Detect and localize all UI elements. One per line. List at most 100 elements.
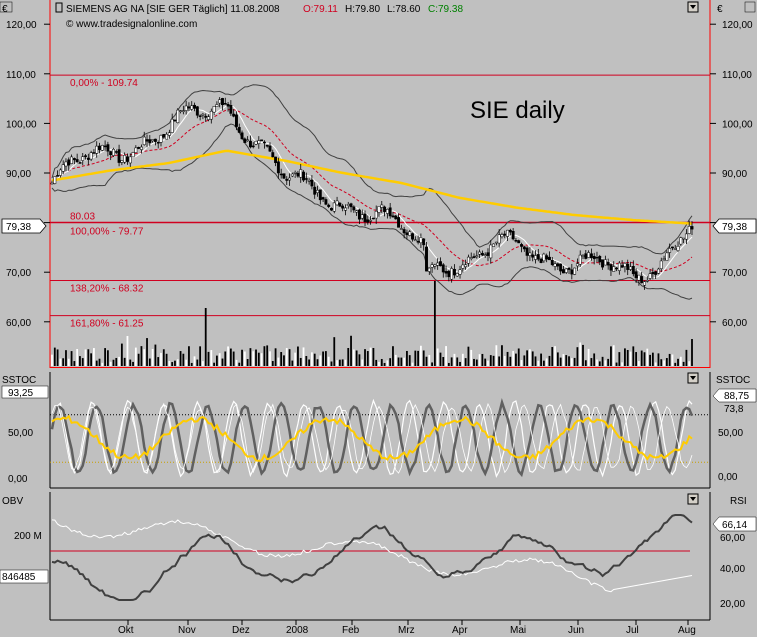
candle-body: [548, 256, 551, 261]
last-price-left: 79,38: [6, 222, 31, 233]
volume-bar: [414, 350, 417, 366]
obv-line: [51, 514, 693, 601]
candle-body: [313, 186, 317, 195]
volume-bar: [529, 349, 531, 366]
close-value: C:79.38: [428, 4, 463, 15]
x-axis: Okt Nov Dez 2008 Feb Mrz Apr Mai Jun Jul Aug: [118, 620, 696, 636]
candle-body: [494, 241, 498, 244]
volume-bar: [81, 358, 84, 366]
candle-body: [201, 113, 205, 116]
candle-body: [139, 146, 143, 150]
candle-body: [352, 206, 356, 211]
candle-body: [282, 173, 286, 179]
volume-bar: [193, 356, 196, 366]
candle-body: [374, 211, 378, 219]
price-tick-right: 100,00: [722, 119, 753, 130]
candle-body: [290, 173, 294, 177]
volume-bar: [157, 357, 160, 366]
volume-bar: [590, 358, 593, 366]
candle-body: [626, 263, 630, 270]
candle-body: [514, 240, 518, 242]
candle-body: [50, 182, 54, 185]
candle-body: [162, 134, 166, 138]
candle-body: [332, 202, 336, 212]
candle-body: [84, 155, 87, 157]
candle-body: [684, 233, 688, 240]
volume-bar: [517, 348, 520, 366]
candle-body: [109, 151, 113, 156]
volume-bar: [646, 348, 649, 366]
sstoc-right-readout2: 73,8: [724, 404, 744, 415]
candle-body: [570, 269, 574, 275]
volume-bar: [168, 361, 171, 366]
candle-body: [645, 280, 649, 282]
volume-bar: [459, 361, 461, 366]
volume-bar: [442, 357, 445, 366]
candle-body: [575, 263, 579, 267]
volume-bar: [587, 348, 590, 366]
volume-bar: [344, 359, 347, 366]
candle-body: [355, 210, 359, 213]
candle-body: [391, 215, 395, 218]
volume-bar: [492, 355, 495, 366]
candle-body: [145, 139, 149, 142]
volume-bar: [112, 359, 115, 366]
volume-bar: [140, 346, 143, 366]
volume-bar: [341, 359, 344, 366]
volume-bar: [582, 344, 584, 366]
candle-body: [120, 160, 124, 163]
candle-body: [335, 200, 339, 206]
volume-bar: [464, 358, 467, 366]
candle-body: [112, 148, 115, 156]
candle-body: [288, 177, 292, 181]
volume-bar: [104, 348, 107, 366]
volume-bar: [126, 336, 129, 366]
volume-bar: [495, 345, 498, 366]
sstoc-tick-0-right: 0,00: [718, 472, 738, 483]
annotation-text: SIE daily: [470, 97, 565, 124]
candle-body: [148, 139, 152, 144]
volume-bars: [51, 281, 693, 366]
candle-body: [500, 234, 504, 238]
volume-bar: [615, 362, 618, 366]
volume-bar: [654, 362, 657, 366]
candle-body: [606, 261, 610, 266]
candle-body: [559, 263, 563, 272]
candle-body: [276, 161, 280, 174]
candle-body: [126, 156, 129, 162]
candle-body: [573, 267, 577, 275]
price-tick-left: 90,00: [6, 169, 31, 180]
volume-bar: [545, 358, 548, 366]
volume-bar: [336, 360, 338, 366]
candle-body: [349, 203, 353, 208]
candle-body: [176, 109, 180, 123]
candle-body: [377, 206, 381, 213]
candle-body: [98, 145, 101, 151]
volume-bar: [394, 354, 397, 366]
candle-body: [651, 271, 655, 275]
candle-body: [531, 254, 535, 258]
volume-bar: [196, 359, 199, 366]
volume-bar: [688, 361, 691, 366]
candle-body: [439, 261, 442, 267]
volume-bar: [372, 347, 375, 366]
sstoc-right-readout: 88,75: [724, 391, 749, 402]
volume-bar: [417, 350, 420, 366]
volume-bar: [406, 350, 408, 366]
candle-body: [469, 257, 473, 259]
volume-bar: [151, 348, 154, 366]
candle-body: [631, 266, 635, 275]
candle-body: [665, 252, 669, 261]
volume-bar: [677, 358, 679, 366]
sstoc-signal-yellow: [51, 414, 693, 462]
volume-bar: [352, 349, 355, 366]
candle-body: [578, 254, 582, 265]
candle-icon: [55, 2, 63, 13]
candle-body: [545, 255, 549, 260]
candle-body: [637, 274, 641, 281]
candle-body: [397, 217, 401, 228]
candle-body: [56, 175, 60, 177]
watermark: © www.tradesignalonline.com: [66, 19, 197, 30]
sstoc-title: SSTOC: [2, 375, 36, 386]
candle-body: [425, 246, 428, 272]
